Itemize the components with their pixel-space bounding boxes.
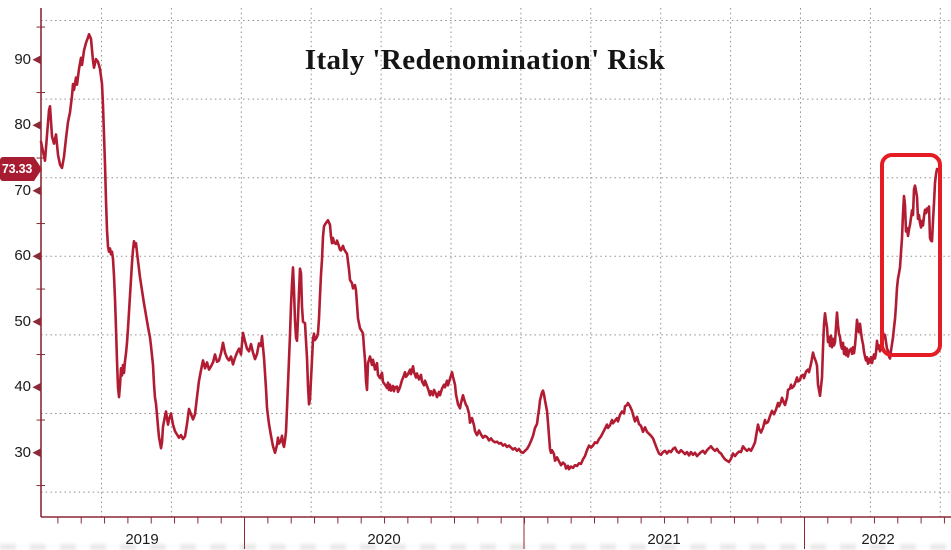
x-axis-ticks [57, 517, 945, 524]
last-value-badge: 73.33 [0, 157, 42, 181]
vertical-gridlines [101, 8, 941, 517]
y-axis-label: 90 [14, 50, 31, 68]
y-tick-arrow-icon [32, 251, 41, 261]
bottom-watermark-smudge [0, 544, 951, 550]
y-axis-label: 80 [14, 116, 31, 134]
x-axis-year-label: 2020 [367, 531, 401, 548]
y-axis-label: 50 [14, 312, 31, 330]
y-tick-arrow-icon [32, 55, 41, 65]
y-axis-ticks [32, 26, 45, 487]
x-axis-year-label: 2019 [125, 531, 159, 548]
y-axis-label: 60 [14, 247, 31, 265]
x-axis-year-label: 2021 [647, 531, 681, 548]
y-tick-arrow-icon [32, 317, 41, 327]
x-axis-year-label: 2022 [861, 531, 895, 548]
y-axis-label: 70 [14, 181, 31, 199]
y-axis-label: 40 [14, 378, 31, 396]
highlight-box [880, 153, 942, 357]
horizontal-gridlines [41, 20, 951, 493]
year-dividers [244, 517, 805, 549]
risk-line-series [39, 32, 939, 471]
y-tick-arrow-icon [32, 382, 41, 392]
y-axis-label: 30 [14, 443, 31, 461]
y-tick-arrow-icon [32, 448, 41, 458]
y-tick-arrow-icon [32, 186, 41, 196]
y-tick-arrow-icon [32, 120, 41, 130]
last-value-label: 73.33 [1, 162, 33, 176]
chart-title: Italy 'Redenomination' Risk [304, 44, 666, 76]
